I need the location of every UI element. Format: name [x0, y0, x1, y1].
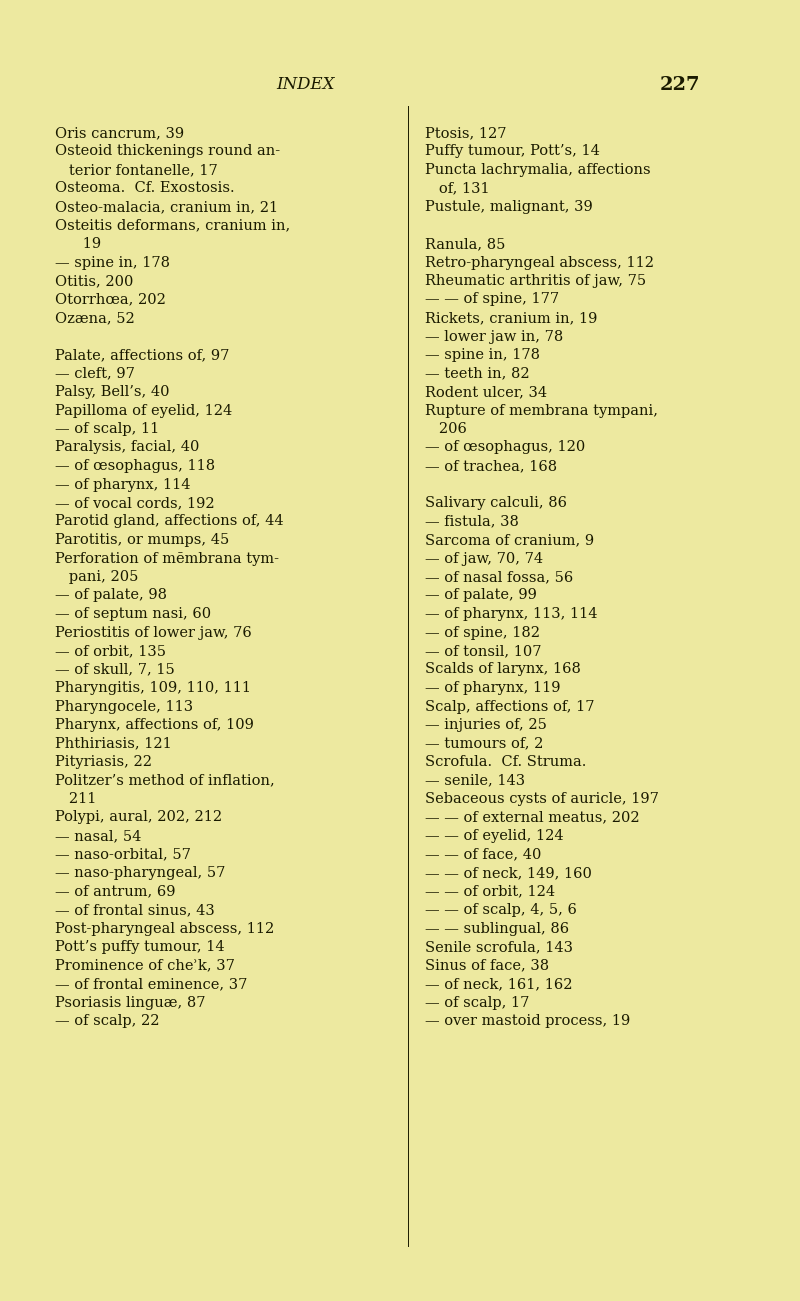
Text: terior fontanelle, 17: terior fontanelle, 17	[55, 163, 218, 177]
Text: Puffy tumour, Pott’s, 14: Puffy tumour, Pott’s, 14	[425, 144, 600, 159]
Text: — of spine, 182: — of spine, 182	[425, 626, 540, 640]
Text: Ptosis, 127: Ptosis, 127	[425, 126, 506, 141]
Text: — of palate, 99: — of palate, 99	[425, 588, 537, 602]
Text: — of frontal sinus, 43: — of frontal sinus, 43	[55, 903, 214, 917]
Text: — of skull, 7, 15: — of skull, 7, 15	[55, 662, 174, 677]
Text: Pityriasis, 22: Pityriasis, 22	[55, 755, 152, 769]
Text: Perforation of mēmbrana tym-: Perforation of mēmbrana tym-	[55, 552, 279, 566]
Text: Sebaceous cysts of auricle, 197: Sebaceous cysts of auricle, 197	[425, 792, 659, 807]
Text: Scalds of larynx, 168: Scalds of larynx, 168	[425, 662, 581, 677]
Text: — of trachea, 168: — of trachea, 168	[425, 459, 557, 474]
Text: — injuries of, 25: — injuries of, 25	[425, 718, 547, 732]
Text: Osteoid thickenings round an-: Osteoid thickenings round an-	[55, 144, 280, 159]
Text: — of scalp, 17: — of scalp, 17	[425, 995, 530, 1010]
Text: — of scalp, 22: — of scalp, 22	[55, 1013, 159, 1028]
Text: Scalp, affections of, 17: Scalp, affections of, 17	[425, 700, 594, 713]
Text: — of nasal fossa, 56: — of nasal fossa, 56	[425, 570, 574, 584]
Text: — — of spine, 177: — — of spine, 177	[425, 293, 559, 307]
Text: 227: 227	[660, 75, 700, 94]
Text: — of neck, 161, 162: — of neck, 161, 162	[425, 977, 573, 991]
Text: 211: 211	[55, 792, 96, 807]
Text: Senile scrofula, 143: Senile scrofula, 143	[425, 941, 573, 954]
Text: — senile, 143: — senile, 143	[425, 774, 525, 787]
Text: Rheumatic arthritis of jaw, 75: Rheumatic arthritis of jaw, 75	[425, 275, 646, 288]
Text: — of septum nasi, 60: — of septum nasi, 60	[55, 608, 211, 621]
Text: — of jaw, 70, 74: — of jaw, 70, 74	[425, 552, 543, 566]
Text: — of œsophagus, 120: — of œsophagus, 120	[425, 441, 586, 454]
Text: — — of eyelid, 124: — — of eyelid, 124	[425, 829, 564, 843]
Text: Osteo-malacia, cranium in, 21: Osteo-malacia, cranium in, 21	[55, 200, 278, 213]
Text: Phthiriasis, 121: Phthiriasis, 121	[55, 736, 172, 751]
Text: — fistula, 38: — fistula, 38	[425, 514, 519, 528]
Text: Osteitis deformans, cranium in,: Osteitis deformans, cranium in,	[55, 219, 290, 233]
Text: Ozæna, 52: Ozæna, 52	[55, 311, 134, 325]
Text: Retro-pharyngeal abscess, 112: Retro-pharyngeal abscess, 112	[425, 255, 654, 269]
Text: — of œsophagus, 118: — of œsophagus, 118	[55, 459, 215, 474]
Text: 19: 19	[55, 237, 101, 251]
Text: — of orbit, 135: — of orbit, 135	[55, 644, 166, 658]
Text: Palate, affections of, 97: Palate, affections of, 97	[55, 347, 230, 362]
Text: 206: 206	[425, 422, 467, 436]
Text: Pharyngocele, 113: Pharyngocele, 113	[55, 700, 193, 713]
Text: Post-pharyngeal abscess, 112: Post-pharyngeal abscess, 112	[55, 921, 274, 935]
Text: — spine in, 178: — spine in, 178	[55, 255, 170, 269]
Text: Scrofula.  Cf. Struma.: Scrofula. Cf. Struma.	[425, 755, 586, 769]
Text: — — of face, 40: — — of face, 40	[425, 847, 542, 861]
Text: — of pharynx, 119: — of pharynx, 119	[425, 680, 561, 695]
Text: Pharynx, affections of, 109: Pharynx, affections of, 109	[55, 718, 254, 732]
Text: — teeth in, 82: — teeth in, 82	[425, 367, 530, 380]
Text: Parotid gland, affections of, 44: Parotid gland, affections of, 44	[55, 514, 284, 528]
Text: — of tonsil, 107: — of tonsil, 107	[425, 644, 542, 658]
Text: Puncta lachrymalia, affections: Puncta lachrymalia, affections	[425, 163, 650, 177]
Text: pani, 205: pani, 205	[55, 570, 138, 584]
Text: — — of neck, 149, 160: — — of neck, 149, 160	[425, 866, 592, 879]
Text: — naso-orbital, 57: — naso-orbital, 57	[55, 847, 191, 861]
Text: Ranula, 85: Ranula, 85	[425, 237, 506, 251]
Text: INDEX: INDEX	[276, 75, 334, 92]
Text: Osteoma.  Cf. Exostosis.: Osteoma. Cf. Exostosis.	[55, 182, 234, 195]
Text: — — of external meatus, 202: — — of external meatus, 202	[425, 811, 640, 825]
Text: Otitis, 200: Otitis, 200	[55, 275, 134, 288]
Text: — cleft, 97: — cleft, 97	[55, 367, 135, 380]
Text: Palsy, Bell’s, 40: Palsy, Bell’s, 40	[55, 385, 170, 399]
Text: Politzer’s method of inflation,: Politzer’s method of inflation,	[55, 774, 274, 787]
Text: — — sublingual, 86: — — sublingual, 86	[425, 921, 569, 935]
Text: Sinus of face, 38: Sinus of face, 38	[425, 959, 549, 973]
Text: Rupture of membrana tympani,: Rupture of membrana tympani,	[425, 403, 658, 418]
Text: Oris cancrum, 39: Oris cancrum, 39	[55, 126, 184, 141]
Text: — — of orbit, 124: — — of orbit, 124	[425, 885, 555, 899]
Text: — of pharynx, 114: — of pharynx, 114	[55, 477, 190, 492]
Text: — naso-pharyngeal, 57: — naso-pharyngeal, 57	[55, 866, 226, 879]
Text: Prominence of cheʾk, 37: Prominence of cheʾk, 37	[55, 959, 235, 973]
Text: — of palate, 98: — of palate, 98	[55, 588, 167, 602]
Text: Sarcoma of cranium, 9: Sarcoma of cranium, 9	[425, 533, 594, 546]
Text: Polypi, aural, 202, 212: Polypi, aural, 202, 212	[55, 811, 222, 825]
Text: Otorrhœa, 202: Otorrhœa, 202	[55, 293, 166, 307]
Text: Pott’s puffy tumour, 14: Pott’s puffy tumour, 14	[55, 941, 225, 954]
Text: — of antrum, 69: — of antrum, 69	[55, 885, 175, 899]
Text: Parotitis, or mumps, 45: Parotitis, or mumps, 45	[55, 533, 230, 546]
Text: Salivary calculi, 86: Salivary calculi, 86	[425, 496, 567, 510]
Text: — lower jaw in, 78: — lower jaw in, 78	[425, 329, 563, 343]
Text: Psoriasis linguæ, 87: Psoriasis linguæ, 87	[55, 995, 206, 1010]
Text: — of pharynx, 113, 114: — of pharynx, 113, 114	[425, 608, 598, 621]
Text: — of vocal cords, 192: — of vocal cords, 192	[55, 496, 214, 510]
Text: — nasal, 54: — nasal, 54	[55, 829, 142, 843]
Text: Paralysis, facial, 40: Paralysis, facial, 40	[55, 441, 199, 454]
Text: — of frontal eminence, 37: — of frontal eminence, 37	[55, 977, 247, 991]
Text: — of scalp, 11: — of scalp, 11	[55, 422, 159, 436]
Text: of, 131: of, 131	[425, 182, 490, 195]
Text: Pustule, malignant, 39: Pustule, malignant, 39	[425, 200, 593, 213]
Text: Pharyngitis, 109, 110, 111: Pharyngitis, 109, 110, 111	[55, 680, 251, 695]
Text: Rickets, cranium in, 19: Rickets, cranium in, 19	[425, 311, 598, 325]
Text: — over mastoid process, 19: — over mastoid process, 19	[425, 1013, 630, 1028]
Text: Papilloma of eyelid, 124: Papilloma of eyelid, 124	[55, 403, 232, 418]
Text: — tumours of, 2: — tumours of, 2	[425, 736, 543, 751]
Text: Periostitis of lower jaw, 76: Periostitis of lower jaw, 76	[55, 626, 252, 640]
Text: Rodent ulcer, 34: Rodent ulcer, 34	[425, 385, 547, 399]
Text: — spine in, 178: — spine in, 178	[425, 347, 540, 362]
Text: — — of scalp, 4, 5, 6: — — of scalp, 4, 5, 6	[425, 903, 577, 917]
